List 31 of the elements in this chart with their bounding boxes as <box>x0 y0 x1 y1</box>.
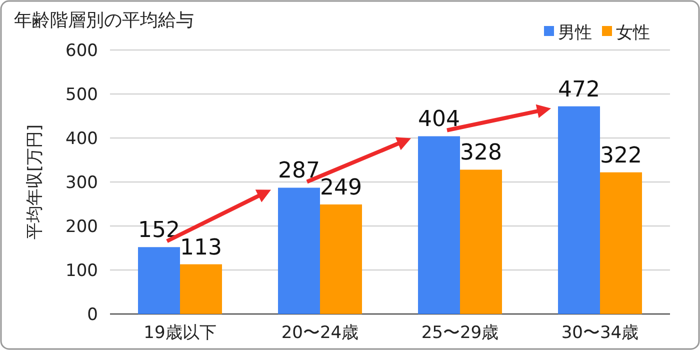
data-label: 322 <box>600 143 642 168</box>
legend-label: 男性 <box>558 23 592 43</box>
y-tick-label: 200 <box>66 217 98 237</box>
data-label: 249 <box>320 175 362 200</box>
legend-label: 女性 <box>616 23 650 43</box>
y-tick-label: 500 <box>66 85 98 105</box>
bar <box>558 106 600 314</box>
x-tick-label: 19歳以下 <box>144 323 216 343</box>
x-tick-label: 20〜24歳 <box>281 323 359 343</box>
data-label: 113 <box>180 235 222 260</box>
bar <box>460 170 502 314</box>
data-label: 328 <box>460 140 502 166</box>
x-tick-label: 25〜29歳 <box>421 323 499 343</box>
bar <box>320 204 362 314</box>
y-tick-label: 600 <box>66 41 98 61</box>
y-tick-label: 400 <box>66 129 98 149</box>
data-label: 404 <box>418 107 460 132</box>
data-label: 287 <box>278 158 320 184</box>
bar <box>418 136 460 314</box>
y-tick-label: 0 <box>87 305 98 325</box>
data-label: 152 <box>138 218 180 244</box>
chart-title: 年齢階層別の平均給与 <box>14 10 194 31</box>
y-tick-label: 300 <box>66 173 98 193</box>
y-axis-title: 平均年収[万円] <box>25 124 45 240</box>
bar <box>600 172 642 314</box>
bar <box>278 188 320 314</box>
data-label: 472 <box>558 77 600 102</box>
bar <box>180 264 222 314</box>
x-tick-label: 30〜34歳 <box>561 323 639 343</box>
bar <box>138 247 180 314</box>
y-tick-label: 100 <box>66 261 98 281</box>
